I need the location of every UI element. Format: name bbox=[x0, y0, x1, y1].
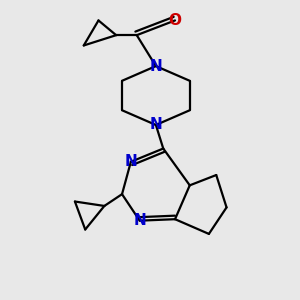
Text: N: N bbox=[133, 213, 146, 228]
Text: N: N bbox=[149, 118, 162, 133]
Text: N: N bbox=[124, 154, 137, 169]
Text: N: N bbox=[149, 58, 162, 74]
Text: O: O bbox=[169, 13, 182, 28]
